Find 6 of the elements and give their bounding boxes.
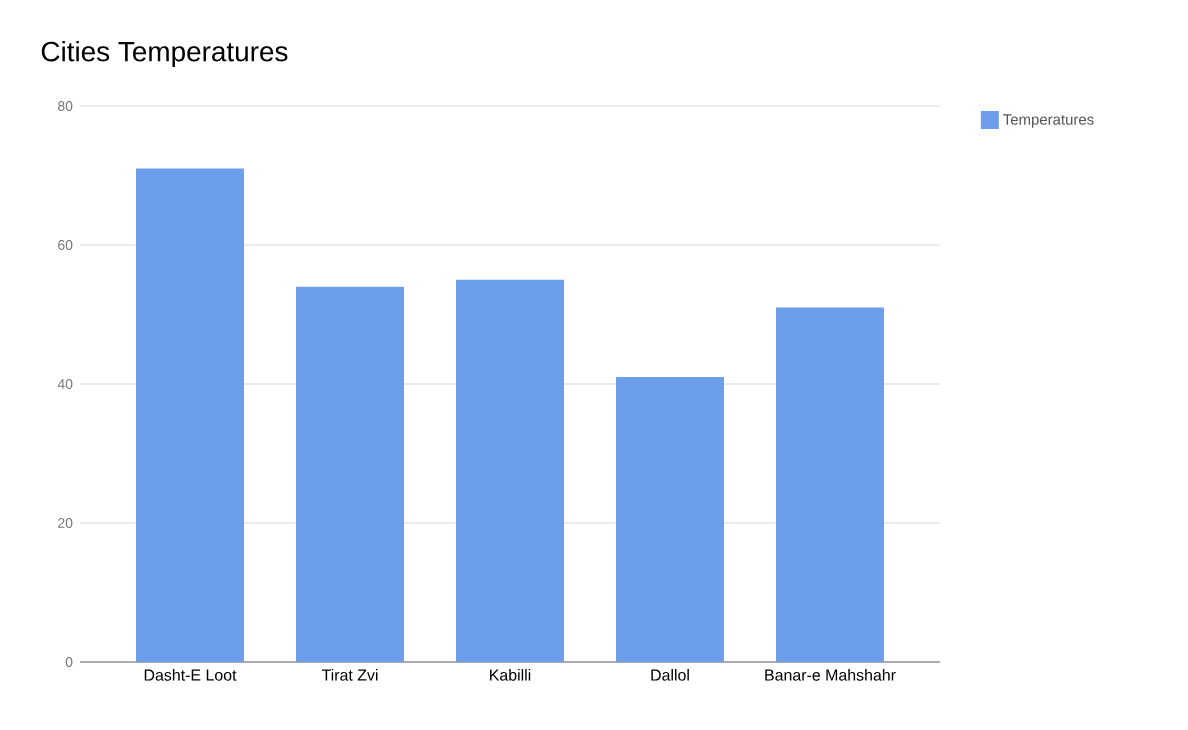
bar xyxy=(136,168,245,662)
bar xyxy=(616,377,725,662)
bar xyxy=(456,279,565,662)
chart-title: Cities Temperatures xyxy=(41,40,288,67)
bar xyxy=(776,307,885,662)
bar xyxy=(296,286,405,662)
